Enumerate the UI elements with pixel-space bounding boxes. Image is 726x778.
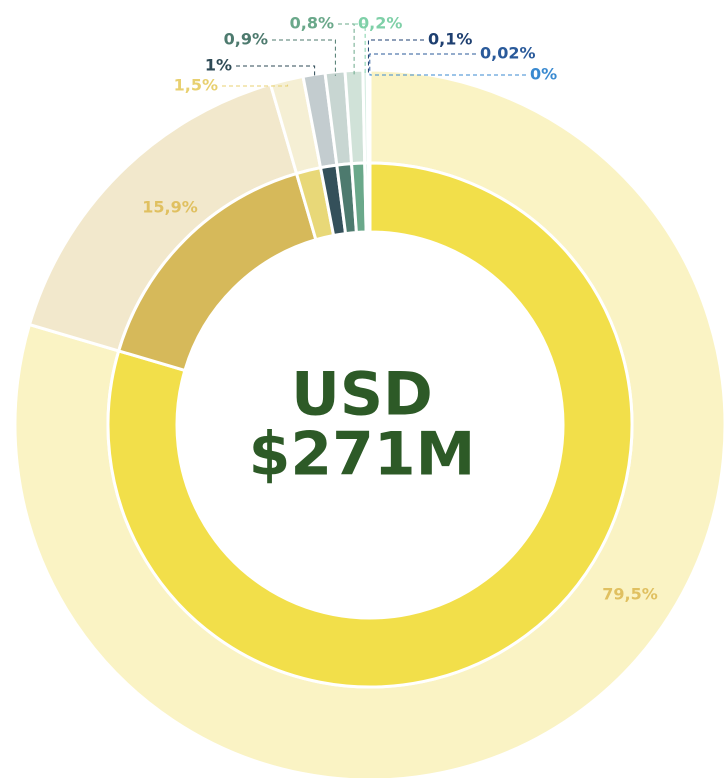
center-text: USD: [291, 360, 433, 430]
leader-line: [354, 23, 366, 75]
leader-line: [369, 74, 526, 76]
leader-line: [236, 65, 316, 79]
labels: 79,5% 15,9% 1,5%1% 0,9% 0,8% 0,2% 0,1% 0,02% 0%: [142, 14, 658, 604]
data-label: 0,9%: [224, 30, 268, 49]
data-label: 0,02%: [480, 44, 536, 63]
data-label: 1%: [205, 56, 232, 75]
leader-line: [367, 39, 424, 75]
leader-line: [272, 39, 336, 76]
center-text: $271M: [249, 420, 476, 490]
leader-line: [338, 23, 355, 75]
data-label: 0,8%: [290, 14, 334, 33]
data-label: 0%: [530, 65, 557, 84]
data-label: 0,1%: [428, 30, 472, 49]
leader-line: [369, 53, 476, 75]
inner-segment: [106, 161, 634, 689]
data-label: 79,5%: [602, 585, 658, 604]
data-label: 15,9%: [142, 198, 198, 217]
segments: [13, 68, 726, 778]
data-label: 1,5%: [174, 76, 218, 95]
leader-line: [222, 83, 289, 87]
data-label: 0,2%: [358, 14, 402, 33]
